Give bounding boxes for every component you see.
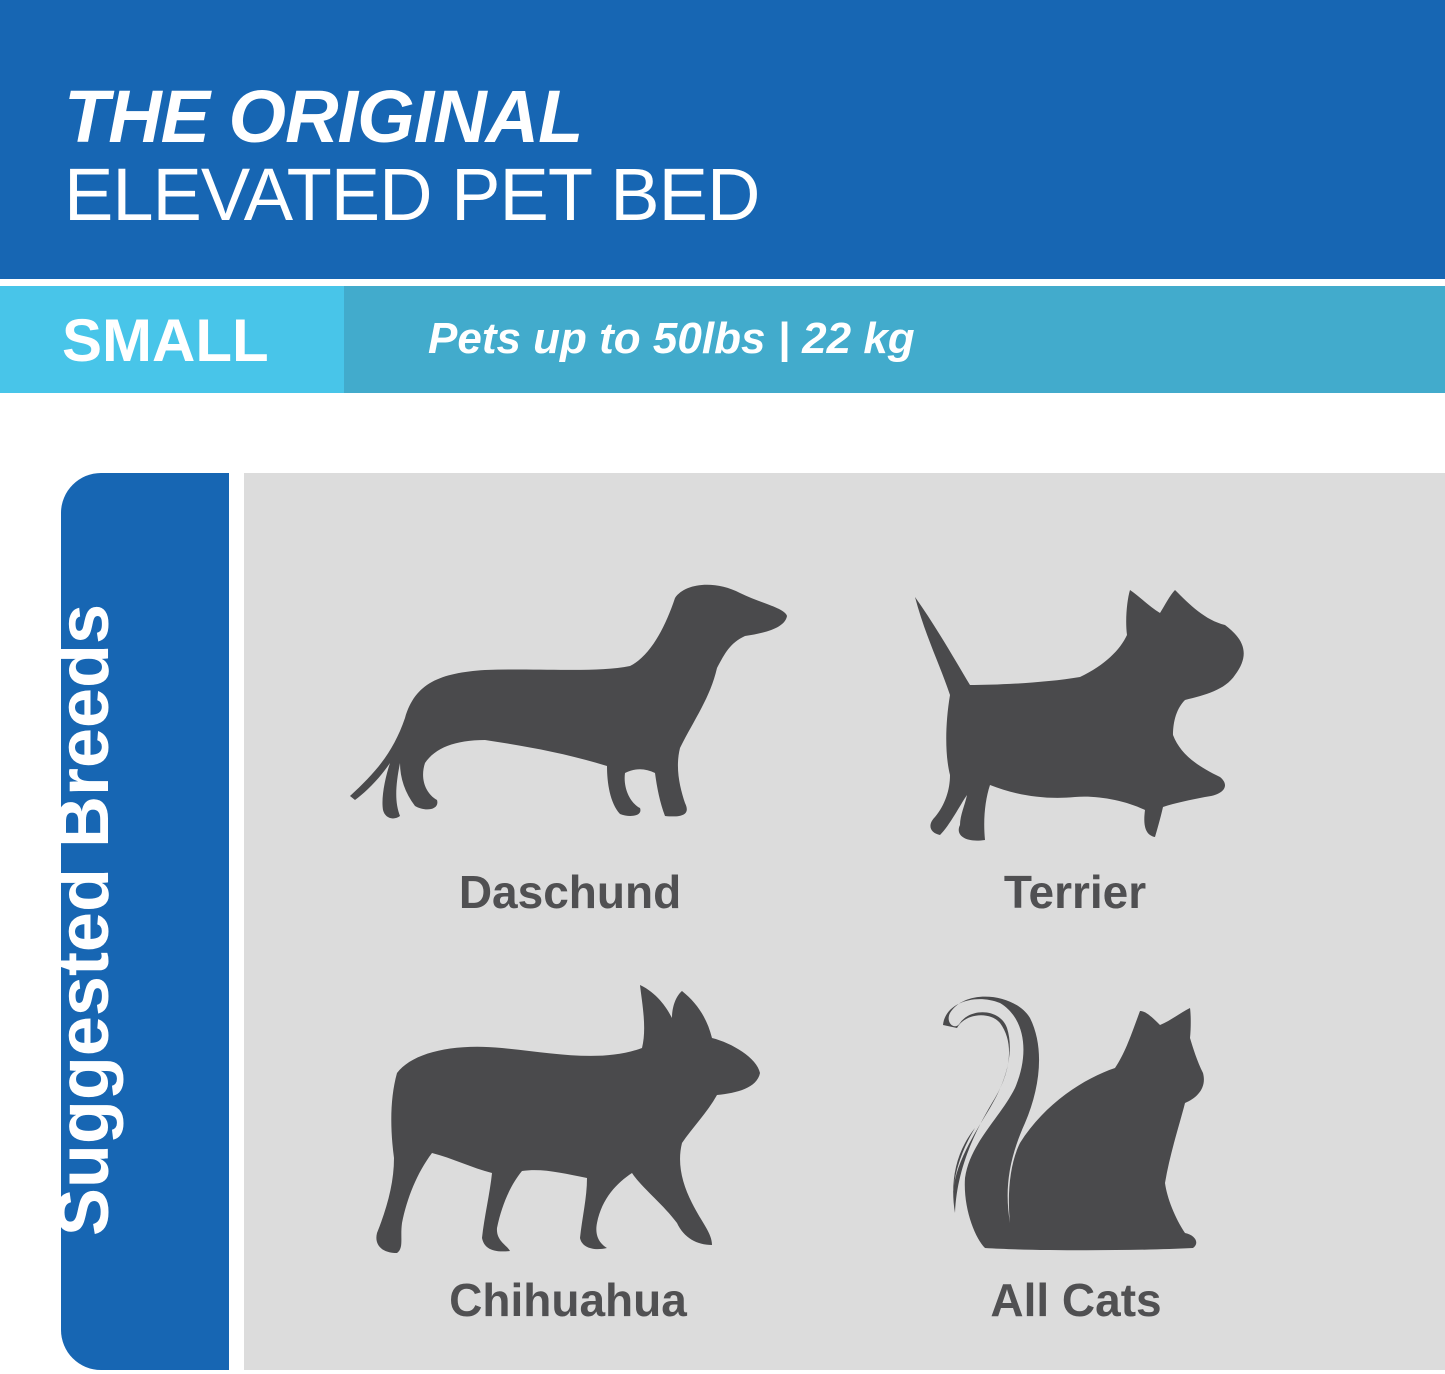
size-label: SMALL bbox=[62, 307, 269, 374]
breeds-heading: Suggested Breeds bbox=[44, 603, 124, 1237]
size-label-box: SMALL bbox=[0, 286, 344, 393]
breed-label-chihuahua: Chihuahua bbox=[449, 1274, 687, 1326]
size-band: SMALL Pets up to 50lbs | 22 kg bbox=[0, 286, 1445, 393]
dachshund-silhouette-icon bbox=[350, 584, 787, 819]
cat-silhouette-icon bbox=[943, 996, 1204, 1251]
chihuahua-silhouette-icon bbox=[376, 985, 760, 1253]
title-line1: THE ORIGINAL bbox=[64, 75, 583, 158]
breeds-sidebar bbox=[61, 473, 229, 1370]
capacity-label: Pets up to 50lbs | 22 kg bbox=[428, 314, 915, 363]
title-line2: ELEVATED PET BED bbox=[64, 153, 760, 236]
header-banner: THE ORIGINAL ELEVATED PET BED bbox=[0, 0, 1445, 279]
breeds-panel bbox=[244, 473, 1445, 1370]
terrier-silhouette-icon bbox=[915, 590, 1244, 841]
breed-label-daschund: Daschund bbox=[458, 866, 682, 918]
breed-label-terrier: Terrier bbox=[1003, 866, 1147, 918]
breed-label-all-cats: All Cats bbox=[990, 1274, 1162, 1326]
